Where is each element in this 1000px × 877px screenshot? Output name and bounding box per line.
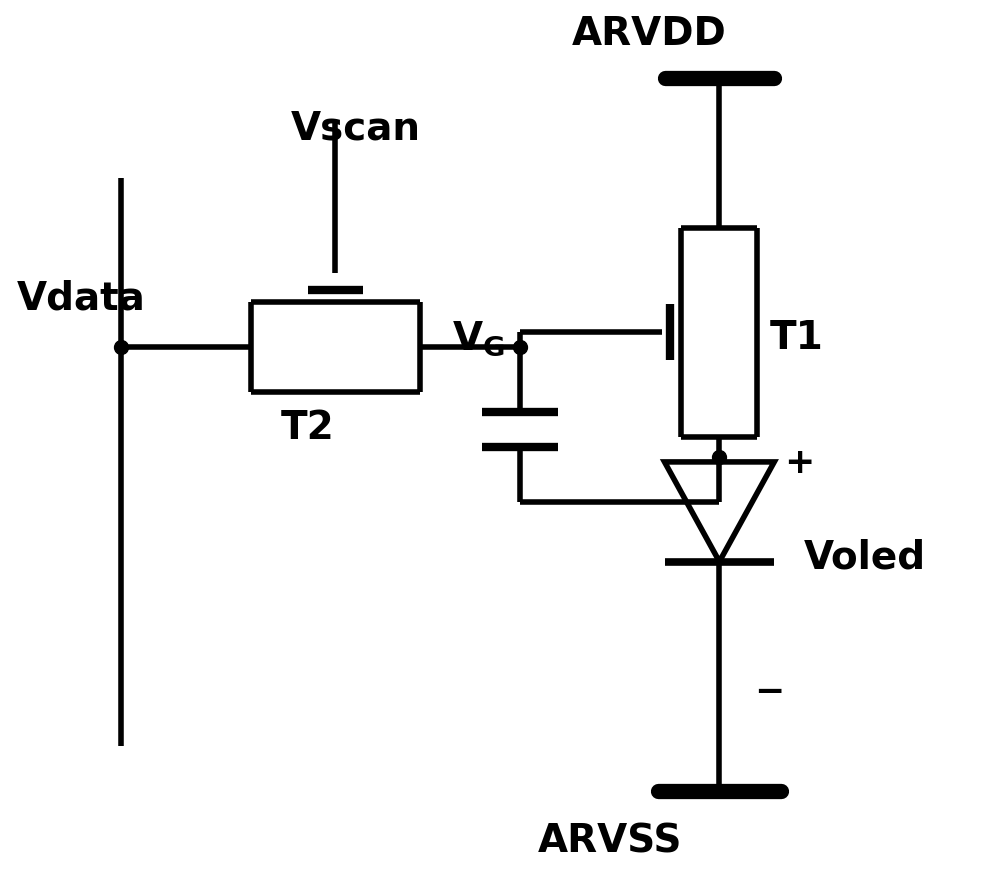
Text: −: − [754, 674, 785, 709]
Text: Voled: Voled [804, 538, 926, 576]
Polygon shape [665, 462, 774, 562]
Text: T1: T1 [769, 319, 823, 357]
Text: ARVSS: ARVSS [537, 822, 682, 859]
Text: $\mathbf{V}_\mathbf{G}$: $\mathbf{V}_\mathbf{G}$ [452, 318, 505, 357]
Text: Vscan: Vscan [291, 110, 421, 148]
Text: +: + [784, 446, 815, 480]
Text: Vdata: Vdata [16, 279, 145, 317]
Text: T2: T2 [281, 409, 334, 446]
Text: ARVDD: ARVDD [572, 15, 727, 53]
